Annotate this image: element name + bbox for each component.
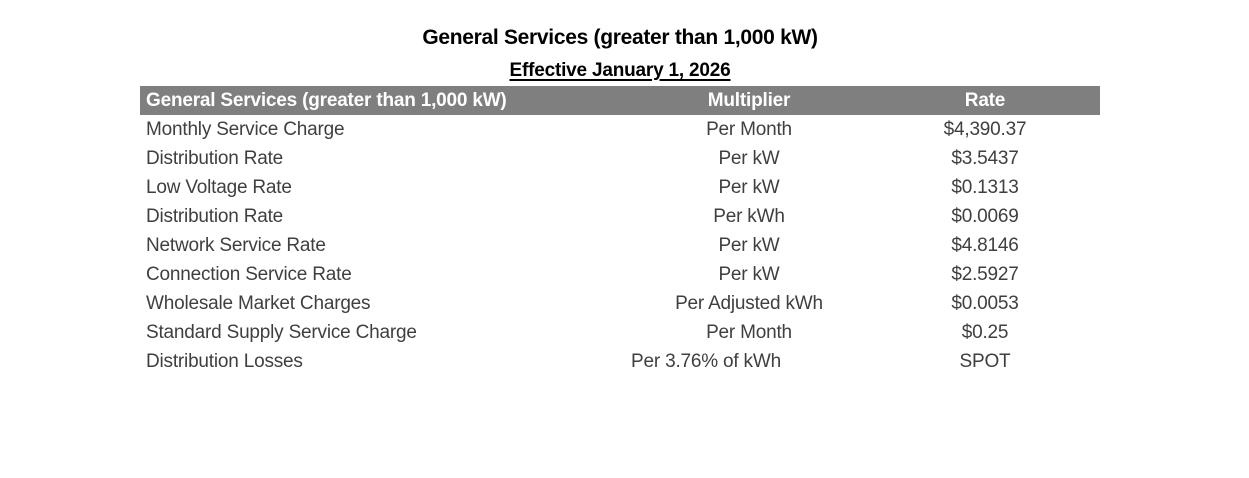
multiplier-cell: Per kWh	[713, 205, 785, 227]
rate-cell: $4.8146	[951, 234, 1019, 256]
service-cell: Low Voltage Rate	[146, 176, 292, 198]
rate-cell: $4,390.37	[943, 118, 1027, 140]
service-cell: Network Service Rate	[146, 234, 326, 256]
table-row: Low Voltage Rate Per kW $0.1313	[140, 173, 1100, 202]
service-cell: Distribution Losses	[146, 350, 303, 372]
multiplier-cell: Per kW	[718, 176, 780, 198]
multiplier-cell: Per Adjusted kWh	[675, 292, 823, 314]
service-cell: Distribution Rate	[146, 147, 284, 169]
rate-cell: $3.5437	[951, 147, 1019, 169]
multiplier-cell: Per kW	[718, 234, 780, 256]
multiplier-cell: Per kW	[718, 263, 780, 285]
rate-cell: $0.0053	[951, 292, 1019, 314]
header-service: General Services (greater than 1,000 kW)	[146, 89, 507, 111]
rate-cell: $0.25	[961, 321, 1009, 343]
table-titles: General Services (greater than 1,000 kW)…	[140, 26, 1100, 82]
table-row: Network Service Rate Per kW $4.8146	[140, 231, 1100, 260]
table-row: Connection Service Rate Per kW $2.5927	[140, 260, 1100, 289]
rate-cell: $2.5927	[951, 263, 1019, 285]
page-title: General Services (greater than 1,000 kW)	[422, 26, 818, 49]
service-cell: Monthly Service Charge	[146, 118, 345, 140]
header-multiplier: Multiplier	[707, 89, 791, 111]
rate-cell: $0.1313	[951, 176, 1019, 198]
multiplier-cell: Per Month	[706, 118, 792, 140]
effective-date-line: Effective January 1, 2026	[140, 50, 1100, 82]
table-row: Distribution Rate Per kWh $0.0069	[140, 202, 1100, 231]
multiplier-cell: Per 3.76% of kWh	[631, 350, 781, 372]
service-cell: Distribution Rate	[146, 205, 284, 227]
multiplier-cell: Per kW	[718, 147, 780, 169]
header-rate: Rate	[964, 89, 1006, 111]
rate-cell: SPOT	[959, 350, 1011, 372]
multiplier-cell: Per Month	[706, 321, 792, 343]
service-cell: Standard Supply Service Charge	[146, 321, 417, 343]
table-row: Distribution Losses Per 3.76% of kWh SPOT	[140, 347, 1100, 376]
effective-date: Effective January 1, 2026	[509, 60, 731, 81]
rate-table: General Services (greater than 1,000 kW)…	[140, 86, 1100, 376]
table-header-row: General Services (greater than 1,000 kW)…	[140, 86, 1100, 115]
table-body: Monthly Service Charge Per Month $4,390.37…	[140, 115, 1100, 376]
table-row: Standard Supply Service Charge Per Month $…	[140, 318, 1100, 347]
table-row: Wholesale Market Charges Per Adjusted kWh…	[140, 289, 1100, 318]
table-row: Distribution Rate Per kW $3.5437	[140, 144, 1100, 173]
service-cell: Connection Service Rate	[146, 263, 352, 285]
table-row: Monthly Service Charge Per Month $4,390.37	[140, 115, 1100, 144]
rate-cell: $0.0069	[951, 205, 1019, 227]
service-cell: Wholesale Market Charges	[146, 292, 371, 314]
